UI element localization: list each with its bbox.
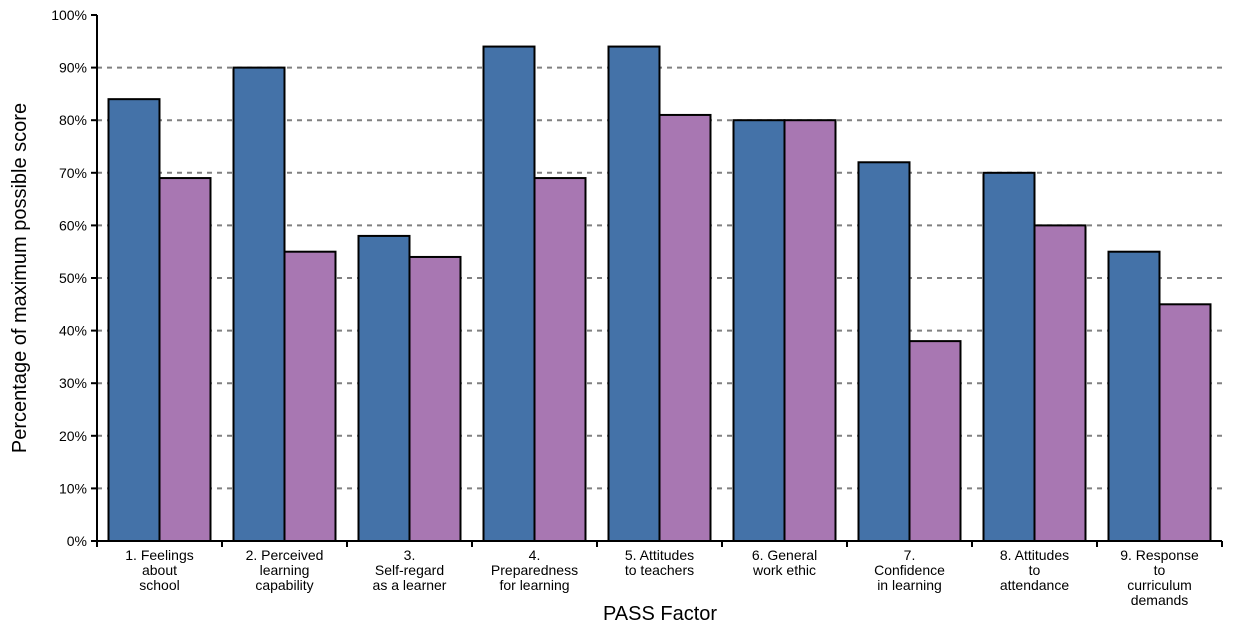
x-category-label-line: for learning [499,577,569,593]
x-category-label-line: 1. Feelings [125,547,193,563]
x-category-label: 9. Response to curriculum demands [1120,547,1199,608]
bar [1033,224,1087,542]
bar [658,113,712,542]
bar [732,119,786,542]
y-tick-label: 100% [51,7,87,23]
bar [232,66,286,542]
bar [1107,250,1161,542]
bar [1158,303,1212,542]
bar [533,177,587,542]
x-category-label: 7. Confidence in learning [874,547,945,593]
x-axis-title: PASS Factor [603,603,717,625]
x-category-label-line: Self-regard [375,562,444,578]
x-category-label-line: 4. [529,547,541,563]
x-category-label-line: to [1029,562,1041,578]
x-category-label-line: in learning [877,577,942,593]
x-category-label-line: curriculum [1127,577,1192,593]
x-category-label: 8. Attitudes to attendance [1000,547,1069,593]
x-category-labels: 1. Feelings about school 2. Perceived learni… [125,547,1199,608]
y-tick-label: 90% [59,60,87,76]
x-category-label-line: to teachers [625,562,694,578]
x-category-label-line: capability [255,577,313,593]
x-category-label-line: 7. [904,547,916,563]
x-category-label-line: work ethic [752,562,816,578]
bar [107,98,161,542]
y-tick-label: 70% [59,165,87,181]
bars [107,45,1212,543]
x-category-label: 6. General work ethic [752,547,817,578]
x-category-label-line: Preparedness [491,562,578,578]
y-tick-label: 10% [59,480,87,496]
y-axis-title: Percentage of maximum possible score [9,103,31,453]
x-category-label-line: to [1154,562,1166,578]
x-category-label: 1. Feelings about school [125,547,193,593]
x-category-label-line: about [142,562,177,578]
x-category-label: 2. Perceived learning capability [246,547,324,593]
x-category-label-line: demands [1131,592,1189,608]
x-category-label-line: 8. Attitudes [1000,547,1069,563]
axes [91,14,1223,547]
y-tick-label: 60% [59,217,87,233]
x-category-label-line: learning [260,562,310,578]
y-tick-labels: 0% 10% 20% 30% 40% 50% 60% 70% 80% 90% 100% [51,7,87,549]
y-tick-label: 0% [67,533,87,549]
bar [408,255,462,542]
x-category-label-line: 5. Attitudes [625,547,694,563]
x-category-label: 3. Self-regard as a learner [373,547,447,593]
bar [158,177,212,542]
x-category-label-line: 2. Perceived [246,547,324,563]
y-tick-label: 40% [59,323,87,339]
y-tick-label: 50% [59,270,87,286]
x-category-label-line: 6. General [752,547,817,563]
y-tick-label: 20% [59,428,87,444]
bar [283,250,337,542]
x-category-label: 4. Preparedness for learning [491,547,578,593]
x-category-label-line: 3. [404,547,416,563]
bar [857,161,911,542]
x-category-label-line: attendance [1000,577,1069,593]
x-category-label: 5. Attitudes to teachers [625,547,694,578]
bar [783,119,837,542]
x-category-label-line: school [139,577,179,593]
x-category-label-line: 9. Response [1120,547,1199,563]
bar [482,45,536,543]
bar [908,340,962,542]
y-tick-label: 80% [59,112,87,128]
x-category-label-line: Confidence [874,562,945,578]
bar [982,171,1036,543]
x-category-label-line: as a learner [373,577,447,593]
y-tick-label: 30% [59,375,87,391]
bar [607,45,661,543]
bar [357,234,411,542]
